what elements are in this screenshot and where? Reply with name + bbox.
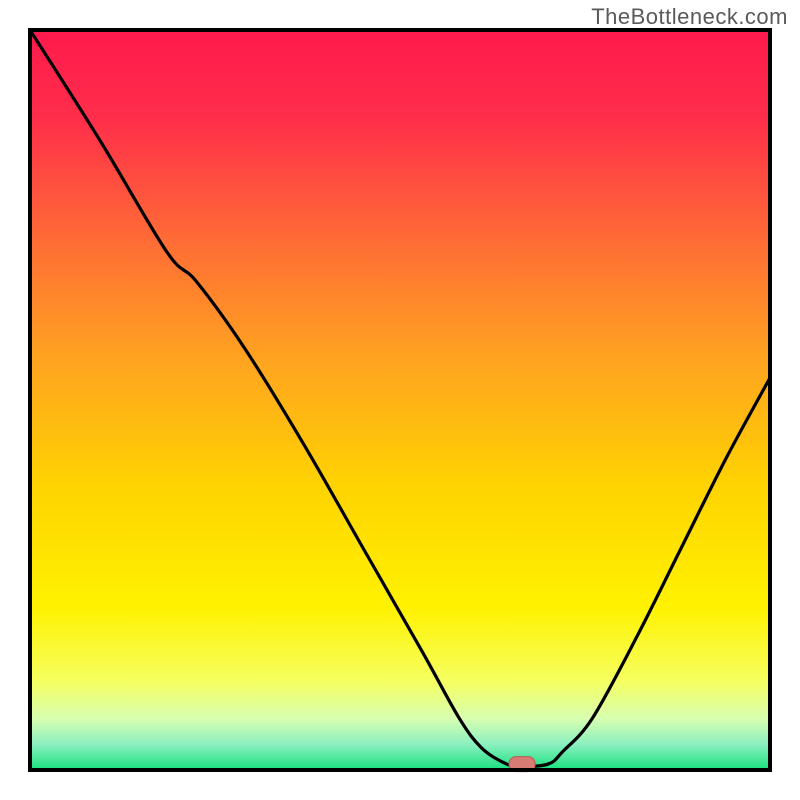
gradient-fill [30, 30, 770, 770]
watermark-text: TheBottleneck.com [591, 4, 788, 30]
chart-container: TheBottleneck.com [0, 0, 800, 800]
bottleneck-chart [0, 0, 800, 800]
